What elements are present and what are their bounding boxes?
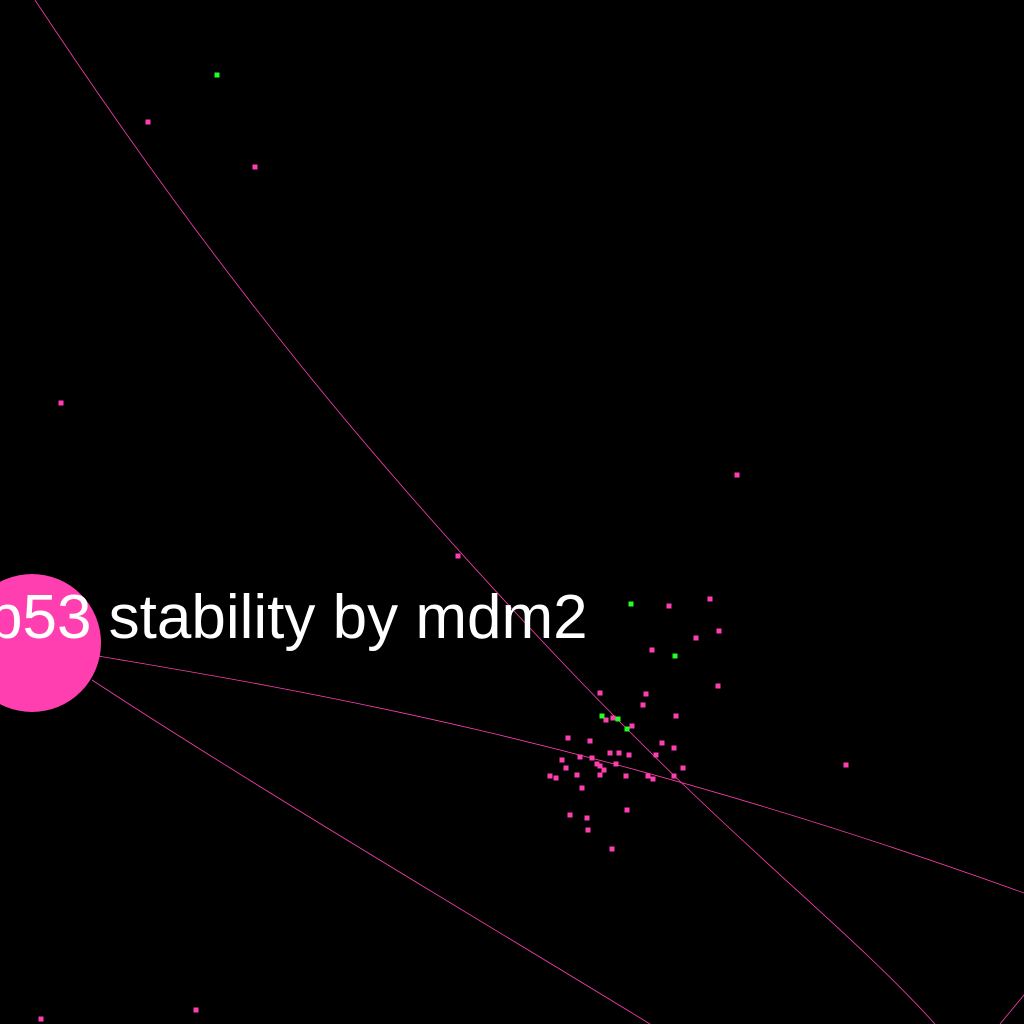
network-node[interactable] [610,715,616,721]
network-node-green[interactable] [628,601,634,607]
network-node[interactable] [603,717,609,723]
network-node[interactable] [649,647,655,653]
network-node[interactable] [650,776,656,782]
network-node[interactable] [594,761,600,767]
network-node[interactable] [624,807,630,813]
hub-node[interactable] [0,574,101,712]
network-node[interactable] [577,754,583,760]
network-node[interactable] [671,745,677,751]
network-node[interactable] [597,763,603,769]
network-node[interactable] [145,119,151,125]
network-node[interactable] [680,765,686,771]
network-node[interactable] [38,1016,44,1022]
network-node[interactable] [58,400,64,406]
network-node-green[interactable] [672,653,678,659]
network-node[interactable] [643,691,649,697]
network-node[interactable] [574,772,580,778]
network-node[interactable] [587,738,593,744]
network-node[interactable] [616,750,622,756]
network-node[interactable] [659,740,665,746]
network-node-green[interactable] [214,72,220,78]
network-node[interactable] [673,713,679,719]
node-layer[interactable] [38,72,849,1022]
network-node[interactable] [693,635,699,641]
network-node[interactable] [640,702,646,708]
network-node[interactable] [609,846,615,852]
network-node[interactable] [707,596,713,602]
network-node[interactable] [455,553,461,559]
network-node[interactable] [563,765,569,771]
edge [91,679,651,1024]
edge [999,994,1024,1024]
edge [97,655,1024,894]
network-node[interactable] [734,472,740,478]
network-node[interactable] [193,1007,199,1013]
network-node[interactable] [715,683,721,689]
network-node-green[interactable] [624,726,630,732]
network-node[interactable] [585,827,591,833]
network-node[interactable] [579,785,585,791]
network-node[interactable] [565,735,571,741]
network-node[interactable] [601,767,607,773]
network-node[interactable] [645,773,651,779]
network-node[interactable] [567,812,573,818]
network-node[interactable] [623,773,629,779]
network-node[interactable] [559,757,565,763]
network-node[interactable] [666,603,672,609]
network-node[interactable] [629,723,635,729]
network-node[interactable] [547,773,553,779]
network-node[interactable] [589,755,595,761]
network-node[interactable] [653,752,659,758]
network-node[interactable] [597,690,603,696]
network-node[interactable] [252,164,258,170]
network-node-green[interactable] [615,716,621,722]
network-node[interactable] [626,752,632,758]
network-node[interactable] [584,815,590,821]
network-node[interactable] [597,772,603,778]
edge [34,0,936,1024]
edge-layer [34,0,1024,1024]
network-node[interactable] [607,750,613,756]
network-node[interactable] [671,773,677,779]
network-node[interactable] [843,762,849,768]
network-node[interactable] [553,775,559,781]
network-node-green[interactable] [599,713,605,719]
network-node[interactable] [613,761,619,767]
network-node[interactable] [716,628,722,634]
